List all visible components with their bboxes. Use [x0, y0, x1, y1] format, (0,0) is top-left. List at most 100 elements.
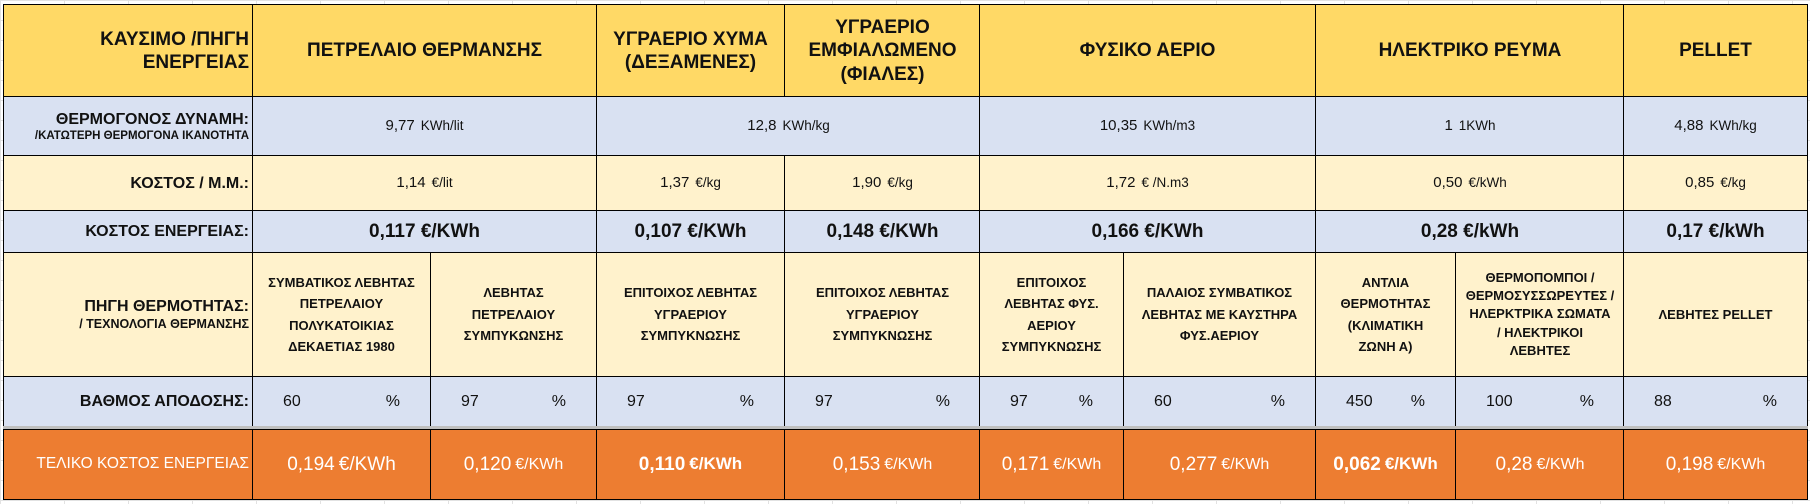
final-unit: €/KWh	[884, 455, 933, 473]
unit: €/lit	[431, 175, 453, 191]
unit-cost-pellet[interactable]: 0,85 €/kg	[1623, 155, 1808, 212]
unit-cost-lpg-bulk[interactable]: 1,37 €/kg	[596, 155, 785, 212]
calorific-pellet[interactable]: 4,88 KWh/kg	[1623, 96, 1808, 157]
fuel-name: ΠΕΤΡΕΛΑΙΟ ΘΕΡΜΑΝΣΗΣ	[307, 40, 542, 62]
final-cost-label: ΤΕΛΙΚΟ ΚΟΣΤΟΣ ΕΝΕΡΓΕΙΑΣ	[36, 455, 249, 473]
tech-line: ΗΛΕΡΚΤΡΙΚΑ ΣΩΜΑΤΑ	[1469, 306, 1611, 322]
tech-line: ΠΕΤΡΕΛΑΙΟΥ	[299, 296, 384, 312]
fuel-natural-gas[interactable]: ΦΥΣΙΚΟ ΑΕΡΙΟ	[979, 4, 1316, 98]
unit-cost-electricity[interactable]: 0,50 €/kWh	[1315, 155, 1625, 212]
final-value: 0,194	[287, 453, 335, 475]
tech-line: ΣΥΜΠΥΚΝΩΣΗΣ	[832, 328, 933, 344]
final-cost-cell[interactable]: 0,277 €/KWh	[1123, 429, 1316, 500]
technology-sublabel: / ΤΕΧΝΟΛΟΓΙΑ ΘΕΡΜΑΝΣΗΣ	[79, 316, 249, 331]
tech-lpg-bottled-wall-boiler[interactable]: ΕΠΙΤΟΙΧΟΣ ΛΕΒΗΤΑΣ ΥΓΡΑΕΡΙΟΥ ΣΥΜΠΥΚΝΩΣΗΣ	[784, 252, 981, 377]
calorific-heating-oil[interactable]: 9,77 KWh/lit	[252, 96, 597, 157]
tech-line: ΑΕΡΙΟΥ	[1027, 317, 1076, 333]
efficiency-cell[interactable]: 97%	[596, 376, 785, 427]
final-cost-cell-best[interactable]: 0,062 €/KWh	[1315, 429, 1456, 500]
tech-pellet-boilers[interactable]: ΛΕΒΗΤΕΣ PELLET	[1623, 252, 1808, 377]
tech-oil-conventional-boiler[interactable]: ΣΥΜΒΑΤΙΚΟΣ ΛΕΒΗΤΑΣ ΠΕΤΡΕΛΑΙΟΥ ΠΟΛΥΚΑΤΟΙΚΙΑ…	[252, 252, 431, 377]
unit: KWh/kg	[782, 118, 830, 134]
unit-cost-natural-gas[interactable]: 1,72 € /N.m3	[979, 155, 1316, 212]
efficiency-cell[interactable]: 60%	[1123, 376, 1316, 427]
efficiency-cell[interactable]: 450%	[1315, 376, 1456, 427]
final-value: 0,062	[1333, 453, 1381, 475]
tech-oil-condensing-boiler[interactable]: ΛΕΒΗΤΑΣ ΠΕΤΡΕΛΑΙΟΥ ΣΥΜΠΥΚΩΝΣΗΣ	[430, 252, 597, 377]
final-unit: €/KWh	[1053, 455, 1102, 473]
fuel-lpg-bottled[interactable]: ΥΓΡΑΕΡΙΟ ΕΜΦΙΑΛΩΜΕΝΟ (ΦΙΑΛΕΣ)	[784, 4, 981, 98]
fuel-heating-oil[interactable]: ΠΕΤΡΕΛΑΙΟ ΘΕΡΜΑΝΣΗΣ	[252, 4, 597, 98]
efficiency-value: 97	[1010, 392, 1028, 410]
tech-lpg-bulk-wall-boiler[interactable]: ΕΠΙΤΟΙΧΟΣ ΛΕΒΗΤΑΣ ΥΓΡΑΕΡΙΟΥ ΣΥΜΠΥΚΝΩΣΗΣ	[596, 252, 785, 377]
tech-line: ΛΕΒΗΤΑΣ	[483, 285, 544, 301]
header-label-cell[interactable]: ΚΑΥΣΙΜΟ /ΠΗΓΗ ΕΝΕΡΓΕΙΑΣ	[3, 4, 253, 98]
efficiency-cell[interactable]: 100%	[1455, 376, 1625, 427]
efficiency-label-cell[interactable]: ΒΑΘΜΟΣ ΑΠΟΔΟΣΗΣ:	[3, 376, 253, 427]
final-cost-cell[interactable]: 0,194 €/KWh	[252, 429, 431, 500]
unit-cost-label-cell[interactable]: ΚΟΣΤΟΣ / Μ.Μ.:	[3, 155, 253, 212]
value: 0,85	[1685, 174, 1715, 192]
calorific-electricity[interactable]: 1 1KWh	[1315, 96, 1625, 157]
energy-cost-label: ΚΟΣΤΟΣ ΕΝΕΡΓΕΙΑΣ:	[85, 223, 249, 241]
fuel-electricity[interactable]: ΗΛΕΚΤΡΙΚΟ ΡΕΥΜΑ	[1315, 4, 1625, 98]
value: 1	[1444, 117, 1453, 135]
calorific-lpg[interactable]: 12,8 KWh/kg	[596, 96, 981, 157]
energy-cost-heating-oil[interactable]: 0,117 €/KWh	[252, 210, 597, 254]
energy-cost-lpg-bottled[interactable]: 0,148 €/KWh	[784, 210, 981, 254]
tech-electric-heaters[interactable]: ΘΕΡΜΟΠΟΜΠΟΙ / ΘΕΡΜΟΣΥΣΣΩΡΕΥΤΕΣ / ΗΛΕΡΚΤΡΙΚ…	[1455, 252, 1625, 377]
percent-sign: %	[551, 392, 566, 410]
energy-cost-label-cell[interactable]: ΚΟΣΤΟΣ ΕΝΕΡΓΕΙΑΣ:	[3, 210, 253, 254]
final-value: 0,110	[638, 453, 686, 475]
row-separator	[3, 426, 1808, 430]
fuel-pellet[interactable]: PELLET	[1623, 4, 1808, 98]
unit: €/kg	[887, 175, 913, 191]
energy-cost-pellet[interactable]: 0,17 €/kWh	[1623, 210, 1808, 254]
tech-line: ΣΥΜΠΥΚΩΝΣΗΣ	[463, 328, 564, 344]
value: 0,148 €/KWh	[826, 221, 939, 243]
unit-cost-heating-oil[interactable]: 1,14 €/lit	[252, 155, 597, 212]
final-unit: €/KWh	[1717, 455, 1766, 473]
unit-cost-lpg-bottled[interactable]: 1,90 €/kg	[784, 155, 981, 212]
tech-gas-old-conventional-boiler[interactable]: ΠΑΛΑΙΟΣ ΣΥΜΒΑΤΙΚΟΣ ΛΕΒΗΤΑΣ ΜΕ ΚΑΥΣΤΗΡΑ ΦΥΣ…	[1123, 252, 1316, 377]
efficiency-cell[interactable]: 97%	[430, 376, 597, 427]
tech-gas-wall-condensing-boiler[interactable]: ΕΠΙΤΟΙΧΟΣ ΛΕΒΗΤΑΣ ΦΥΣ. ΑΕΡΙΟΥ ΣΥΜΠΥΚΝΩΣΗΣ	[979, 252, 1124, 377]
final-cost-cell[interactable]: 0,120 €/KWh	[430, 429, 597, 500]
energy-cost-electricity[interactable]: 0,28 €/kWh	[1315, 210, 1625, 254]
percent-sign: %	[1270, 392, 1285, 410]
efficiency-cell[interactable]: 97%	[784, 376, 981, 427]
value: 10,35	[1099, 117, 1138, 135]
calorific-natural-gas[interactable]: 10,35 KWh/m3	[979, 96, 1316, 157]
energy-cost-natural-gas[interactable]: 0,166 €/KWh	[979, 210, 1316, 254]
tech-line: ΛΕΒΗΤΕΣ	[1509, 342, 1571, 358]
final-cost-cell[interactable]: 0,198 €/KWh	[1623, 429, 1808, 500]
fuel-lpg-bulk[interactable]: ΥΓΡΑΕΡΙΟ ΧΥΜΑ (ΔΕΞΑΜΕΝΕΣ)	[596, 4, 785, 98]
value: 4,88	[1674, 117, 1704, 135]
energy-cost-lpg-bulk[interactable]: 0,107 €/KWh	[596, 210, 785, 254]
tech-line: ΔΕΚΑΕΤΙΑΣ 1980	[288, 338, 395, 354]
efficiency-cell[interactable]: 88%	[1623, 376, 1808, 427]
tech-heat-pump[interactable]: ΑΝΤΛΙΑ ΘΕΡΜΟΤΗΤΑΣ (ΚΛΙΜΑΤΙΚΗ ΖΩΝΗ Α)	[1315, 252, 1456, 377]
unit: €/kg	[695, 175, 721, 191]
tech-line: ΦΥΣ.ΑΕΡΙΟΥ	[1179, 328, 1260, 344]
efficiency-cell[interactable]: 97%	[979, 376, 1124, 427]
technology-label-cell[interactable]: ΠΗΓΗ ΘΕΡΜΟΤΗΤΑΣ: / ΤΕΧΝΟΛΟΓΙΑ ΘΕΡΜΑΝΣΗΣ	[3, 252, 253, 377]
calorific-label-cell[interactable]: ΘΕΡΜΟΓΟΝΟΣ ΔΥΝΑΜΗ: /ΚΑΤΩΤΕΡΗ ΘΕΡΜΟΓΟΝΑ Ι…	[3, 96, 253, 157]
tech-line: ΥΓΡΑΕΡΙΟΥ	[846, 306, 919, 322]
final-cost-cell[interactable]: 0,171 €/KWh	[979, 429, 1124, 500]
final-cost-cell[interactable]: 0,153 €/KWh	[784, 429, 981, 500]
efficiency-cell[interactable]: 60%	[252, 376, 431, 427]
unit: €/kg	[1720, 175, 1746, 191]
final-cost-label-cell[interactable]: ΤΕΛΙΚΟ ΚΟΣΤΟΣ ΕΝΕΡΓΕΙΑΣ	[3, 429, 253, 500]
unit: KWh/kg	[1709, 118, 1757, 134]
value: 0,50	[1433, 174, 1463, 192]
efficiency-value: 450	[1346, 392, 1373, 410]
final-cost-cell-best[interactable]: 0,110 €/KWh	[596, 429, 785, 500]
value: 1,14	[396, 174, 426, 192]
efficiency-value: 60	[1154, 392, 1172, 410]
final-cost-cell[interactable]: 0,28 €/KWh	[1455, 429, 1625, 500]
efficiency-value: 97	[461, 392, 479, 410]
final-unit: €/KWh	[338, 453, 396, 475]
final-value: 0,198	[1665, 453, 1714, 475]
unit: 1KWh	[1458, 118, 1496, 134]
